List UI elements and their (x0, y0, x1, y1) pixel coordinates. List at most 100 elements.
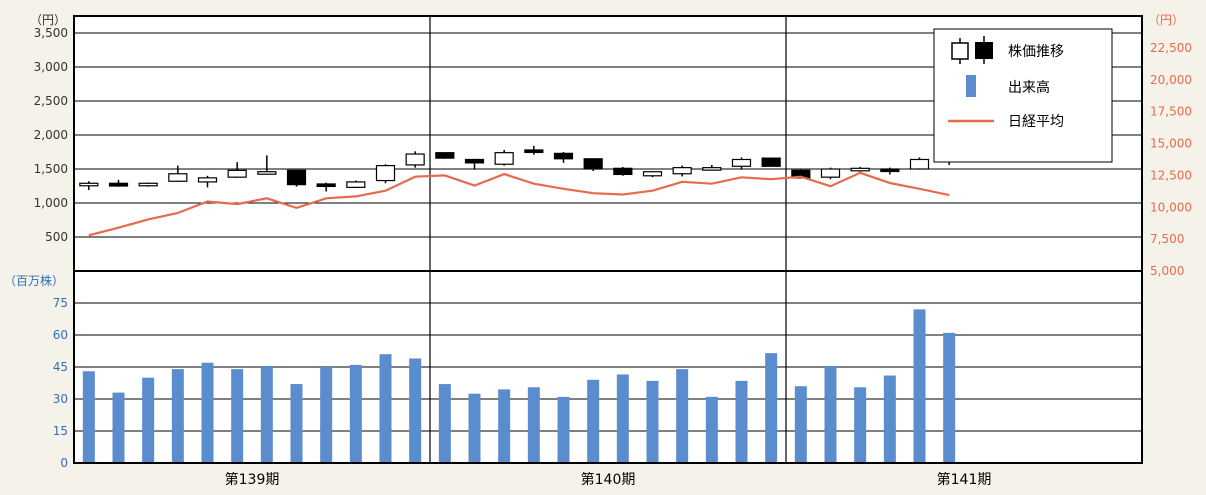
nikkei-tick-label: 22,500 (1150, 41, 1192, 55)
volume-bar (676, 369, 689, 463)
volume-bar (171, 369, 184, 463)
candle-body-up (494, 152, 514, 165)
volume-bar (883, 375, 896, 463)
plot-frame (73, 15, 1143, 464)
volume-bar (735, 380, 748, 463)
nikkei-tick-label: 12,500 (1150, 168, 1192, 182)
candle (435, 152, 455, 159)
candle (286, 169, 307, 187)
volume-tick-label: 15 (53, 424, 68, 438)
volume-bars (82, 309, 956, 463)
volume-unit-label: （百万株） (4, 273, 64, 288)
volume-bar (468, 393, 481, 463)
nikkei-tick-label: 17,500 (1150, 105, 1192, 119)
candle (197, 175, 218, 188)
candle (227, 162, 247, 178)
candle-body-up (909, 158, 930, 170)
candle (375, 164, 396, 184)
candle-body-down (880, 168, 900, 173)
volume-bar (765, 353, 778, 463)
candle (168, 165, 188, 182)
candle (820, 167, 841, 180)
candle-body-down (435, 152, 455, 159)
candle-body-up (405, 153, 425, 166)
candle-body-up (375, 165, 396, 182)
candle (464, 158, 485, 170)
volume-bar (82, 371, 95, 463)
volume-bar (260, 365, 273, 463)
candle-body-up (227, 169, 247, 178)
candle-body-up (79, 182, 99, 187)
price-unit-label: （円） (30, 13, 66, 27)
candle-body-up (702, 167, 722, 171)
candle (613, 166, 633, 176)
candle (880, 167, 900, 175)
candle (731, 157, 752, 170)
candle (108, 179, 129, 187)
candle (138, 182, 158, 187)
candle (850, 166, 870, 172)
candle-body-down (761, 157, 781, 167)
candle-body-up (731, 158, 752, 167)
volume-bar (913, 309, 926, 463)
price-tick-label: 2,000 (34, 128, 68, 142)
volume-tick-label: 60 (53, 328, 68, 342)
candle-body-up (642, 171, 663, 177)
candle (494, 149, 514, 166)
nikkei-tick-label: 7,500 (1150, 232, 1184, 246)
candle-body-up (138, 182, 158, 187)
legend-nikkei-label: 日経平均 (1008, 114, 1064, 130)
candle (909, 157, 930, 170)
volume-bar (794, 386, 807, 463)
volume-bar (498, 389, 511, 463)
nikkei-tick-label: 5,000 (1150, 264, 1184, 278)
period-label: 第140期 (581, 471, 636, 488)
nikkei-tick-label: 15,000 (1150, 137, 1192, 151)
candle (257, 155, 277, 175)
candle (316, 182, 336, 192)
volume-bar (409, 358, 422, 463)
volume-bar (587, 379, 600, 463)
candle-body-down (553, 152, 574, 160)
nikkei-line (88, 171, 950, 237)
nikkei-tick-label: 10,000 (1150, 200, 1192, 214)
candle-body-up (820, 168, 841, 178)
volume-bar (705, 396, 718, 463)
volume-bar (290, 384, 303, 463)
volume-bar (142, 377, 155, 463)
candle-body-up (168, 173, 188, 182)
period-label: 第139期 (225, 471, 280, 488)
volume-bar (557, 396, 570, 463)
candle-body-down (613, 167, 633, 176)
period-labels: 第139期 第140期 第141期 (225, 471, 992, 488)
candle-body-up (257, 171, 277, 175)
price-tick-label: 1,000 (34, 196, 68, 210)
volume-bar (943, 332, 956, 463)
candle (346, 180, 366, 189)
nikkei-axis-ticks: 5,000 7,500 10,000 12,500 15,000 17,500 20,000… (1150, 41, 1192, 278)
volume-tick-label: 75 (53, 296, 68, 310)
candle (79, 181, 99, 191)
period-label: 第141期 (937, 471, 992, 488)
price-tick-label: 3,000 (34, 60, 68, 74)
candle (583, 158, 603, 172)
price-tick-label: 2,500 (34, 94, 68, 108)
volume-bar (379, 354, 392, 463)
candle (405, 151, 425, 168)
candle-body-up (197, 177, 218, 183)
volume-bar (646, 380, 659, 463)
legend-volume-label: 出来高 (1008, 79, 1050, 96)
candle (553, 152, 574, 163)
price-tick-label: 500 (45, 230, 68, 244)
candle-body-down (464, 158, 485, 164)
volume-tick-label: 0 (60, 456, 68, 470)
candle-body-up (672, 167, 692, 175)
volume-bar (201, 362, 214, 463)
volume-bar (616, 374, 629, 463)
price-tick-label: 1,500 (34, 162, 68, 176)
volume-axis-ticks: 0 15 30 45 60 75 (53, 296, 68, 470)
price-tick-label: 3,500 (34, 26, 68, 40)
candle-body-down (316, 183, 336, 188)
